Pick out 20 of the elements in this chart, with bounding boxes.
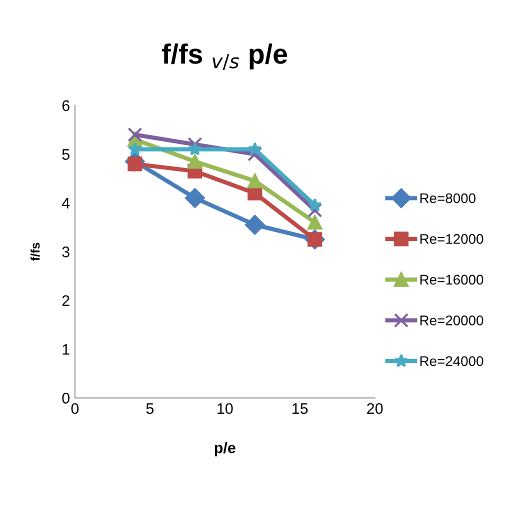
- y-tick-label: 6: [62, 100, 70, 112]
- legend-label: Re=12000: [420, 234, 484, 244]
- x-axis-title: p/e: [214, 442, 236, 456]
- y-tick-label: 1: [62, 344, 70, 355]
- y-tick-label: 2: [62, 295, 70, 306]
- y-tick-label: 0: [62, 392, 70, 404]
- y-tick-label: 5: [62, 149, 70, 160]
- x-tick-label: 10: [218, 403, 233, 414]
- x-tick-label: 5: [146, 403, 154, 414]
- x-tick-label: 0: [71, 403, 79, 414]
- chart-title: f/fs $_{v/s}$ p/e: [162, 43, 288, 70]
- x-tick-label: 20: [367, 403, 383, 414]
- legend-label: Re=8000: [420, 193, 476, 204]
- x-tick-label: 15: [292, 403, 308, 414]
- legend-label: Re=16000: [420, 274, 484, 285]
- y-axis-title: f/fs: [30, 242, 40, 261]
- y-tick-label: 3: [62, 246, 70, 258]
- y-tick-label: 4: [62, 198, 70, 208]
- legend-label: Re=20000: [420, 316, 484, 326]
- legend-label: Re=24000: [420, 356, 484, 366]
